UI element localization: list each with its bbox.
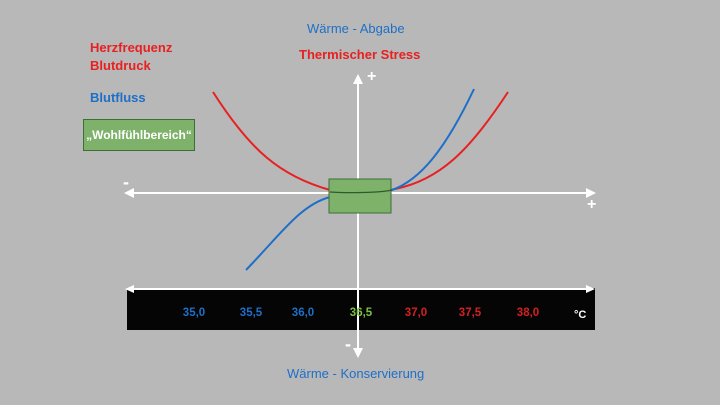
temperature-strip bbox=[127, 288, 595, 330]
label-heat-conservation: Wärme - Konservierung bbox=[287, 366, 425, 381]
tick-label-5: 37,5 bbox=[459, 307, 482, 319]
vertical-plus-sign: + bbox=[367, 68, 377, 85]
curve-through-box bbox=[329, 189, 393, 194]
comfort-zone-legend-label: „Wohlfühlbereich“ bbox=[86, 128, 192, 142]
comfort-zone-legend: „Wohlfühlbereich“ bbox=[83, 119, 195, 151]
unit-label: °C bbox=[574, 309, 587, 321]
horizontal-axis-arrow-left bbox=[124, 188, 134, 198]
horizontal-minus-sign: - bbox=[123, 172, 129, 192]
tick-label-6: 38,0 bbox=[517, 307, 539, 319]
horizontal-plus-sign: + bbox=[587, 196, 597, 213]
vertical-axis-arrow-bottom bbox=[353, 348, 363, 358]
vertical-minus-sign: - bbox=[345, 334, 351, 354]
tick-label-2: 36,0 bbox=[292, 307, 314, 319]
temperature-ticks: 35,0 35,5 36,0 36,5 37,0 37,5 38,0 bbox=[183, 307, 539, 319]
comfort-zone-box bbox=[328, 178, 392, 214]
strip-axis-arrow-right bbox=[586, 285, 595, 293]
label-heart-rate: Herzfrequenz bbox=[90, 40, 173, 55]
red-curve bbox=[212, 91, 509, 194]
label-heat-release: Wärme - Abgabe bbox=[307, 21, 405, 36]
tick-label-4: 37,0 bbox=[405, 307, 427, 319]
label-blood-flow: Blutfluss bbox=[90, 90, 146, 105]
tick-label-1: 35,5 bbox=[240, 307, 263, 319]
label-thermal-stress: Thermischer Stress bbox=[299, 47, 421, 62]
strip-axis-arrow-left bbox=[125, 285, 134, 293]
tick-label-3: 36,5 bbox=[350, 307, 373, 319]
horizontal-axis-arrow-right bbox=[586, 188, 596, 198]
tick-label-0: 35,0 bbox=[183, 307, 205, 319]
vertical-axis-arrow-top bbox=[353, 74, 363, 84]
label-blood-pressure: Blutdruck bbox=[90, 58, 151, 73]
